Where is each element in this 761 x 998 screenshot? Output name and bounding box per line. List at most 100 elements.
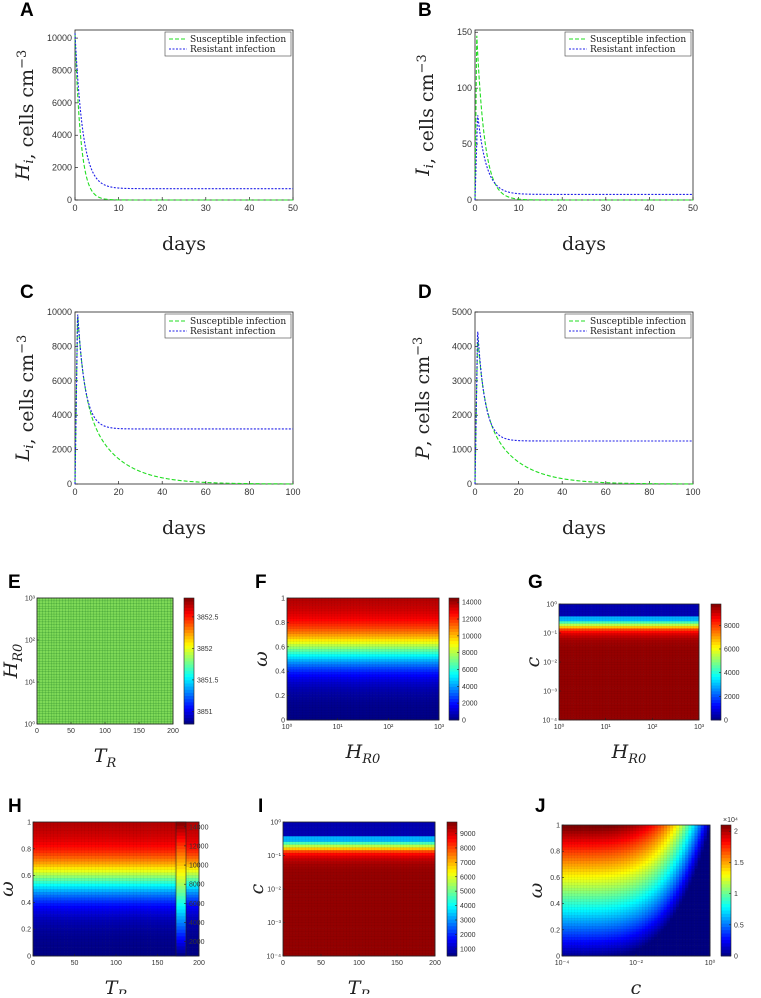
heatmap-cell [366, 695, 369, 698]
heatmap-cell [48, 674, 51, 677]
heatmap-cell [139, 632, 142, 635]
heatmap-cell [350, 601, 353, 604]
heatmap-cell [162, 695, 165, 698]
heatmap-cell [102, 716, 105, 719]
heatmap-cell [139, 643, 142, 646]
heatmap-cell [82, 687, 85, 690]
heatmap-cell [325, 641, 328, 644]
heatmap-cell [116, 619, 119, 622]
heatmap-cell [423, 631, 426, 634]
heatmap-cell [388, 644, 391, 647]
heatmap-cell [331, 684, 334, 687]
heatmap-cell [162, 706, 165, 709]
heatmap-cell [297, 603, 300, 606]
heatmap-cell [68, 598, 71, 601]
heatmap-cell [379, 679, 382, 682]
heatmap-cell [414, 634, 417, 637]
heatmap-cell [108, 695, 111, 698]
heatmap-cell [71, 711, 74, 714]
heatmap-cell [85, 614, 88, 617]
heatmap-cell [102, 698, 105, 701]
heatmap-cell [71, 616, 74, 619]
panel-label: A [20, 0, 34, 21]
heatmap-cell [379, 646, 382, 649]
heatmap-cell [309, 621, 312, 624]
heatmap-cell [128, 706, 131, 709]
heatmap-cell [159, 703, 162, 706]
heatmap-cell [43, 672, 46, 675]
heatmap-cell [376, 677, 379, 680]
heatmap-cell [287, 700, 290, 703]
heatmap-cell [116, 716, 119, 719]
heatmap-cell [360, 705, 363, 708]
heatmap-cell [116, 601, 119, 604]
heatmap-cell [297, 705, 300, 708]
x-tick-label: 0 [72, 487, 77, 497]
heatmap-cell [74, 653, 77, 656]
heatmap-cell [40, 716, 43, 719]
heatmap-cell [111, 703, 114, 706]
heatmap-cell [297, 684, 300, 687]
heatmap-cell [360, 669, 363, 672]
heatmap-cell [65, 598, 68, 601]
heatmap-cell [411, 684, 414, 687]
heatmap-cell [357, 672, 360, 675]
heatmap-cell [297, 710, 300, 713]
heatmap-cell [165, 627, 168, 630]
heatmap-cell [433, 598, 436, 601]
heatmap-cell [99, 661, 102, 664]
heatmap-cell [290, 651, 293, 654]
heatmap-cell [373, 621, 376, 624]
heatmap-cell [156, 693, 159, 696]
heatmap-cell [433, 677, 436, 680]
heatmap-cell [156, 614, 159, 617]
heatmap-cell [116, 632, 119, 635]
heatmap-cell [316, 618, 319, 621]
heatmap-cell [63, 645, 66, 648]
heatmap-cell [350, 618, 353, 621]
heatmap-cell [319, 601, 322, 604]
heatmap-cell [102, 666, 105, 669]
heatmap-cell [57, 619, 60, 622]
heatmap-cell [287, 695, 290, 698]
heatmap-cell [325, 654, 328, 657]
heatmap-cell [398, 626, 401, 629]
heatmap-cell [344, 613, 347, 616]
heatmap-cell [153, 635, 156, 638]
heatmap-cell [306, 662, 309, 665]
heatmap-cell [287, 674, 290, 677]
heatmap-cell [116, 706, 119, 709]
heatmap-cell [102, 674, 105, 677]
heatmap-cell [423, 687, 426, 690]
heatmap-cell [376, 641, 379, 644]
heatmap-cell [80, 716, 83, 719]
heatmap-cell [136, 616, 139, 619]
heatmap-cell [360, 702, 363, 705]
heatmap-cell [88, 627, 91, 630]
heatmap-cell [136, 690, 139, 693]
heatmap-cell [417, 654, 420, 657]
heatmap-cell [404, 649, 407, 652]
heatmap-cell [312, 682, 315, 685]
heatmap-cell [433, 687, 436, 690]
heatmap-cell [119, 695, 122, 698]
heatmap-cell [105, 708, 108, 711]
heatmap-cell [153, 664, 156, 667]
heatmap-cell [119, 653, 122, 656]
heatmap-cell [411, 623, 414, 626]
heatmap-cell [68, 711, 71, 714]
heatmap-cell [94, 619, 97, 622]
heatmap-cell [306, 667, 309, 670]
heatmap-cell [82, 630, 85, 633]
heatmap-cell [379, 669, 382, 672]
heatmap-cell [363, 616, 366, 619]
heatmap-cell [341, 705, 344, 708]
heatmap-cell [287, 664, 290, 667]
heatmap-cell [105, 690, 108, 693]
heatmap-cell [401, 687, 404, 690]
heatmap-cell [105, 682, 108, 685]
heatmap-cell [354, 672, 357, 675]
heatmap-cell [369, 646, 372, 649]
heatmap-cell [125, 616, 128, 619]
heatmap-cell [80, 603, 83, 606]
